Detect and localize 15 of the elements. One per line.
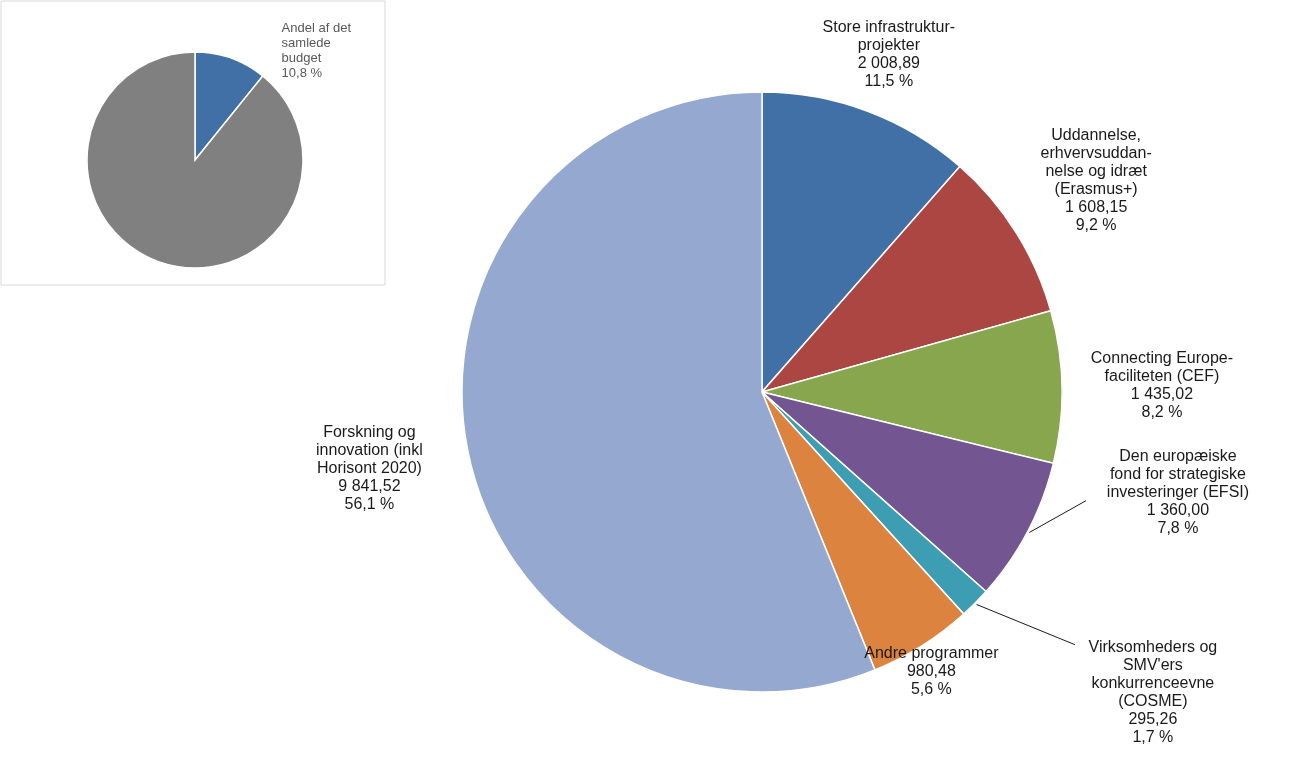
- data-label: 980,48 5,6 %: [906, 661, 956, 697]
- data-label: 1 360,00 7,8 %: [1146, 500, 1210, 536]
- slice-label: Store infrastruktur- projekter: [822, 18, 956, 54]
- data-label: 1 435,02 8,2 %: [1130, 384, 1194, 420]
- data-label: 9 841,52 56,1 %: [338, 476, 401, 512]
- data-label: 1 608,15 9,2 %: [1065, 198, 1128, 234]
- slice-label: Forskning og innovation (inkl Horisont 2020): [316, 422, 423, 476]
- data-label: 2 008,89 11,5 %: [857, 54, 921, 90]
- slice-label: Connecting Europe- faciliteten (CEF): [1090, 348, 1234, 384]
- slice-label: Andel af det samlede budget: [281, 19, 352, 65]
- data-label: 10,8 %: [281, 64, 323, 80]
- slice-label: Den europæiske fond for strategiske investeringer (EFSI): [1106, 446, 1250, 500]
- slice-label: Uddannelse, erhvervsuddan- nelse og idræt (Erasmus+): [1040, 126, 1152, 198]
- slice-label: Virksomheders og SMV'ers konkurrenceevne (COSME): [1088, 637, 1218, 709]
- data-label: 295,26 1,7 %: [1128, 709, 1178, 745]
